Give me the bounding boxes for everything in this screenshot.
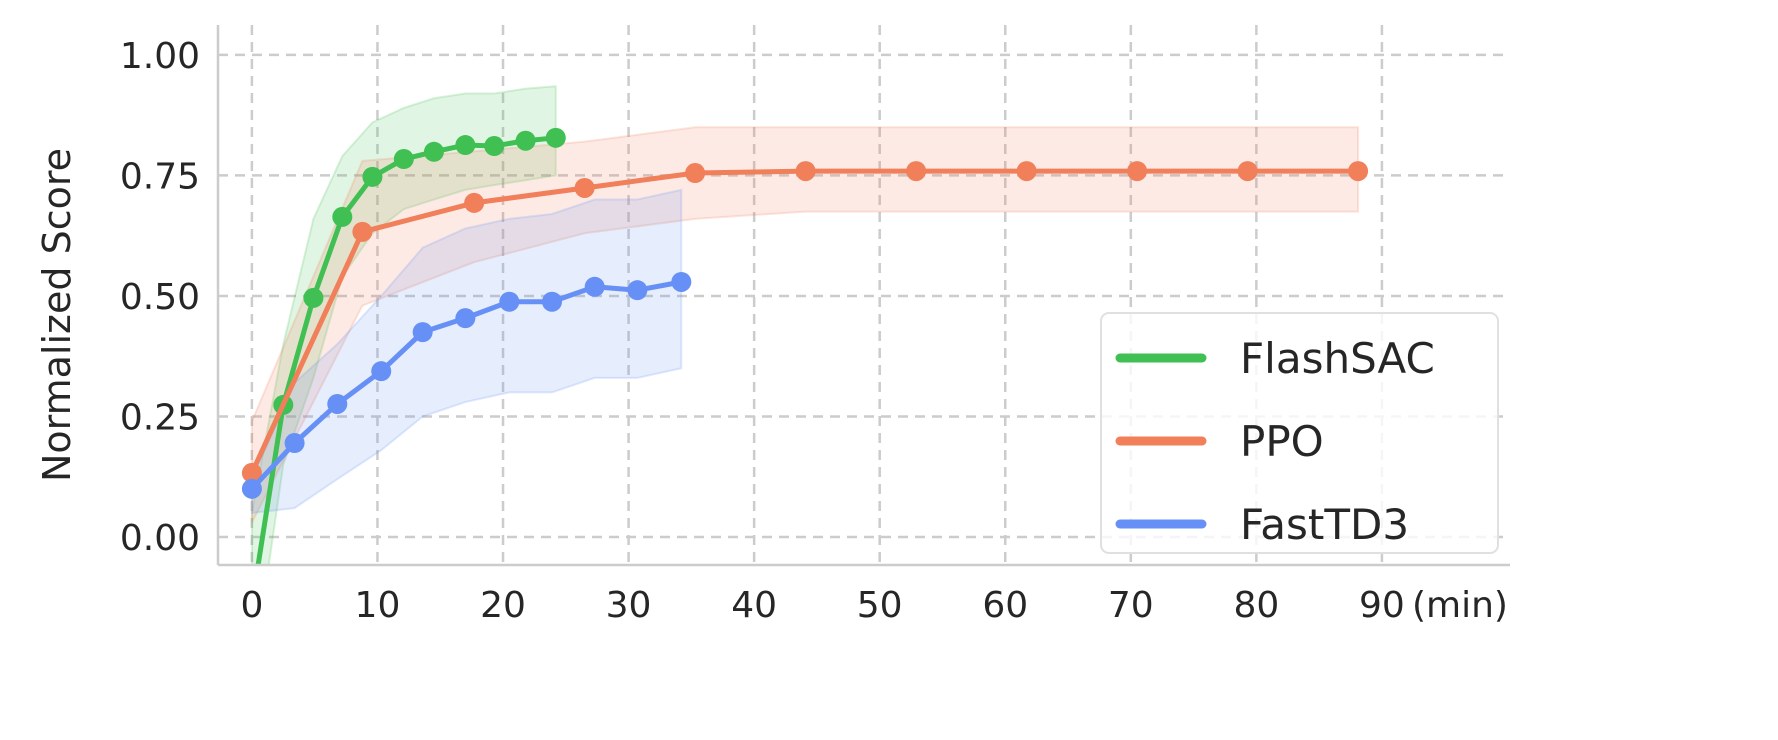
point-ppo (1127, 161, 1148, 182)
point-flashsac (515, 130, 536, 151)
point-ppo (1237, 161, 1258, 182)
point-flashsac (545, 127, 566, 148)
point-ppo (464, 192, 485, 213)
y-tick-label: 0.25 (120, 398, 200, 439)
point-fasttd3 (627, 280, 648, 301)
point-ppo (241, 462, 262, 483)
point-fasttd3 (584, 276, 605, 297)
confidence-bands (250, 85, 1360, 565)
y-tick-label: 0.75 (120, 156, 200, 197)
point-fasttd3 (371, 361, 392, 382)
point-ppo (352, 221, 373, 242)
point-flashsac (362, 166, 383, 187)
band-ppo (250, 126, 1360, 524)
point-fasttd3 (499, 291, 520, 312)
point-fasttd3 (284, 433, 305, 454)
x-axis-label: (min) (1412, 585, 1508, 626)
x-tick-label: 60 (982, 585, 1028, 626)
point-flashsac (332, 206, 353, 227)
point-ppo (1348, 161, 1369, 182)
y-tick-label: 0.50 (120, 277, 200, 318)
legend-label-flashsac: FlashSAC (1240, 334, 1435, 383)
point-fasttd3 (541, 291, 562, 312)
point-flashsac (303, 287, 324, 308)
point-flashsac (455, 135, 476, 156)
x-tick-label: 90 (1359, 585, 1405, 626)
point-ppo (574, 177, 595, 198)
point-fasttd3 (455, 308, 476, 329)
tick-labels: 0 10 20 30 40 50 60 70 80 90 0.00 0.25 0.50 0.75 1.00 (120, 36, 1405, 626)
point-flashsac (423, 141, 444, 162)
x-tick-label: 70 (1108, 585, 1154, 626)
legend-label-ppo: PPO (1240, 417, 1324, 466)
point-ppo (906, 161, 927, 182)
x-tick-label: 40 (731, 585, 777, 626)
band-flashsac (250, 85, 557, 565)
point-fasttd3 (671, 271, 692, 292)
y-tick-label: 1.00 (120, 36, 200, 77)
legend: FlashSAC PPO FastTD3 (1100, 312, 1499, 554)
point-ppo (1016, 161, 1037, 182)
point-fasttd3 (412, 322, 433, 343)
x-tick-label: 80 (1233, 585, 1279, 626)
y-axis-label: Normalized Score (35, 148, 79, 482)
x-tick-label: 0 (240, 585, 263, 626)
point-flashsac (484, 136, 505, 157)
series-lines (241, 127, 1369, 565)
x-tick-label: 20 (480, 585, 526, 626)
point-ppo (685, 163, 706, 184)
x-tick-label: 10 (355, 585, 401, 626)
y-tick-label: 0.00 (120, 518, 200, 559)
point-fasttd3 (327, 393, 348, 414)
point-ppo (795, 161, 816, 182)
legend-label-fasttd3: FastTD3 (1240, 500, 1409, 549)
x-tick-label: 50 (857, 585, 903, 626)
point-flashsac (393, 149, 414, 170)
x-tick-label: 30 (606, 585, 652, 626)
band-fasttd3 (250, 188, 683, 515)
point-fasttd3 (241, 478, 262, 499)
